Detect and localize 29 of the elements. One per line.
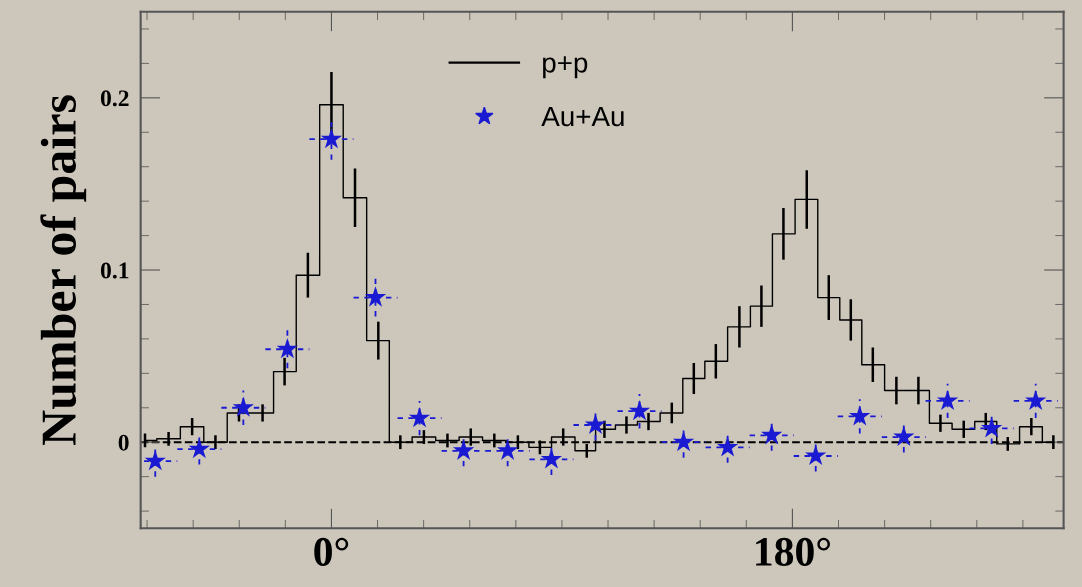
point (980, 417, 1003, 438)
x-tick-label: 0° (314, 537, 349, 566)
y-tick-label: 0 (118, 434, 129, 451)
point (276, 338, 299, 359)
point (628, 400, 651, 421)
legend-label: p+p (543, 56, 588, 79)
point (716, 436, 739, 457)
point (408, 406, 431, 428)
legend-label: Au+Au (541, 106, 624, 127)
point (188, 437, 210, 459)
x-tick-label: 180° (756, 537, 830, 566)
point (805, 444, 827, 466)
point (849, 405, 871, 426)
point (584, 413, 607, 435)
point (452, 439, 475, 460)
point (144, 449, 166, 471)
point (761, 424, 783, 445)
point (232, 396, 254, 417)
point (936, 389, 959, 410)
point (320, 127, 343, 149)
y-tick-label: 0.1 (100, 262, 129, 279)
point (540, 448, 563, 469)
point (893, 425, 915, 447)
y-axis-title: Number of pairs (40, 95, 87, 446)
y-tick-label: 0.2 (100, 90, 129, 107)
point (672, 431, 695, 452)
point (1025, 389, 1047, 410)
point (496, 439, 519, 460)
point (364, 286, 387, 307)
